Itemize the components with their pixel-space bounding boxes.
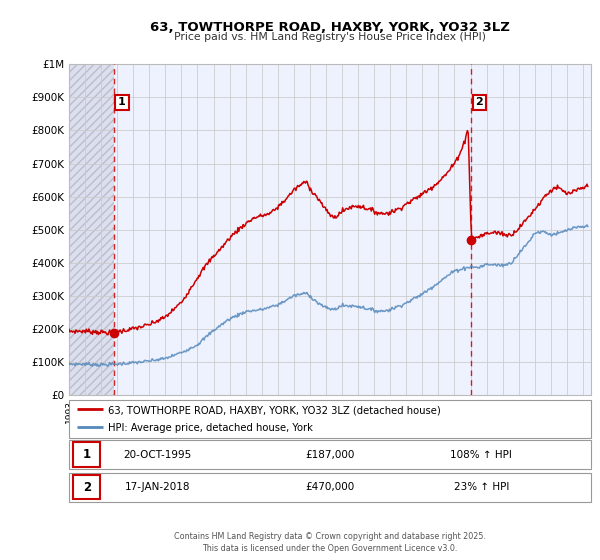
Text: HPI: Average price, detached house, York: HPI: Average price, detached house, York [108,423,313,433]
Bar [69,64,114,395]
Text: 63, TOWTHORPE ROAD, HAXBY, YORK, YO32 3LZ (detached house): 63, TOWTHORPE ROAD, HAXBY, YORK, YO32 3L… [108,405,441,415]
FancyBboxPatch shape [73,475,100,500]
Text: 1: 1 [118,97,126,108]
Text: 20-OCT-1995: 20-OCT-1995 [124,450,192,460]
Text: Contains HM Land Registry data © Crown copyright and database right 2025.
This d: Contains HM Land Registry data © Crown c… [174,532,486,553]
Text: Price paid vs. HM Land Registry's House Price Index (HPI): Price paid vs. HM Land Registry's House … [174,32,486,43]
FancyBboxPatch shape [69,440,591,469]
Text: 1: 1 [83,448,91,461]
Text: £187,000: £187,000 [305,450,355,460]
FancyBboxPatch shape [69,473,591,502]
Text: 17-JAN-2018: 17-JAN-2018 [125,482,190,492]
FancyBboxPatch shape [73,442,100,467]
Text: 63, TOWTHORPE ROAD, HAXBY, YORK, YO32 3LZ: 63, TOWTHORPE ROAD, HAXBY, YORK, YO32 3L… [150,21,510,34]
Text: £470,000: £470,000 [305,482,355,492]
Text: 2: 2 [475,97,483,108]
FancyBboxPatch shape [69,400,591,438]
Text: 23% ↑ HPI: 23% ↑ HPI [454,482,509,492]
Text: 108% ↑ HPI: 108% ↑ HPI [451,450,512,460]
Bar [69,64,114,395]
Text: 2: 2 [83,480,91,494]
